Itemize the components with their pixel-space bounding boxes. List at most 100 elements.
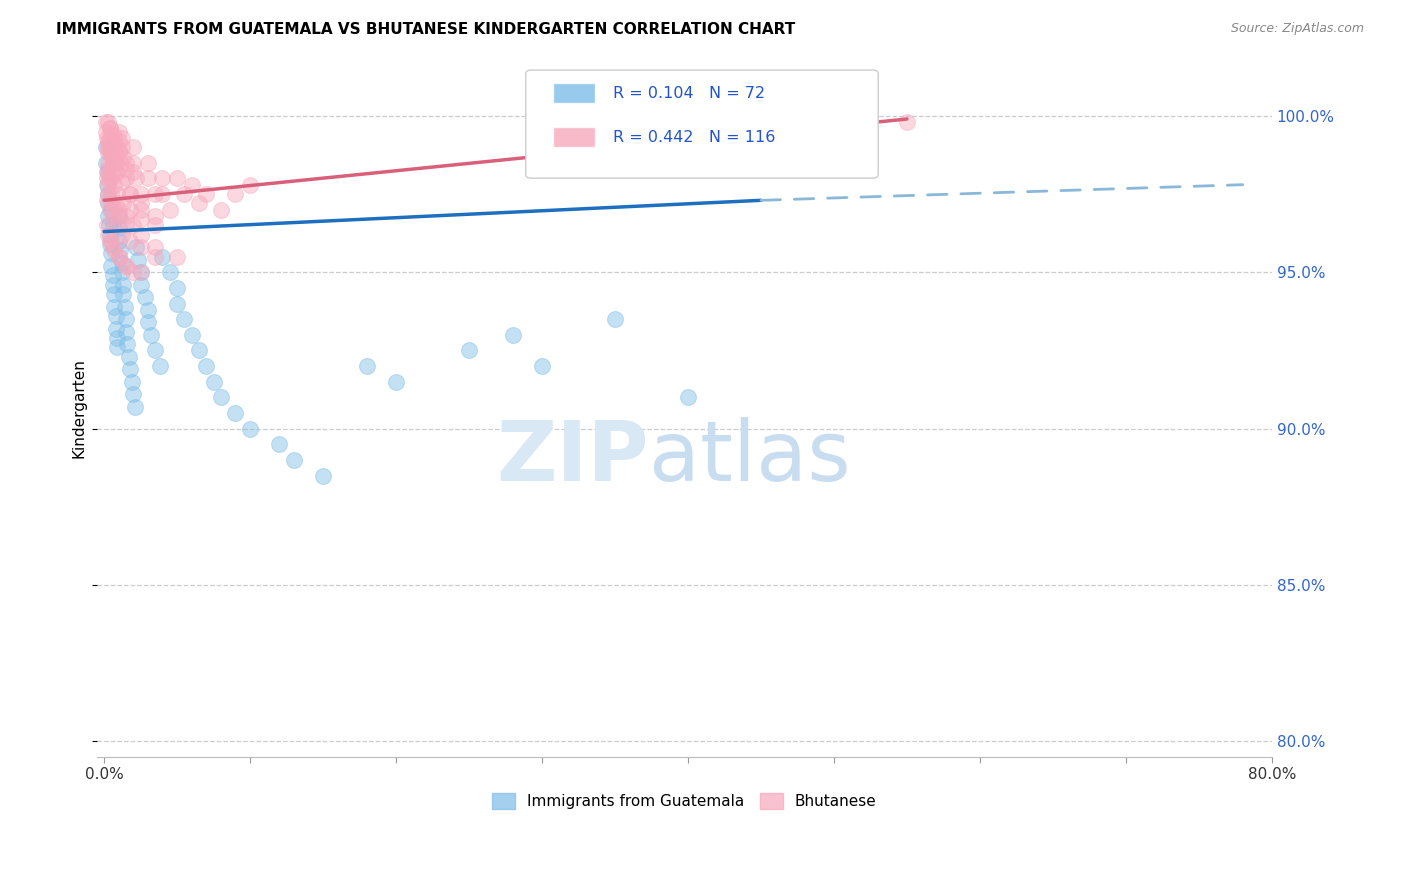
Point [125, 240, 148, 254]
Point [195, 359, 218, 373]
Point [107, 202, 129, 217]
Point [112, 277, 135, 292]
Point [107, 209, 129, 223]
Point [209, 390, 232, 404]
Point [166, 250, 188, 264]
Point [502, 327, 524, 342]
Point [458, 343, 481, 358]
Point [152, 171, 174, 186]
Point [98, 234, 121, 248]
Point [94, 140, 117, 154]
Legend: Immigrants from Guatemala, Bhutanese: Immigrants from Guatemala, Bhutanese [486, 788, 883, 815]
Point [104, 196, 127, 211]
Point [103, 244, 125, 258]
Point [96, 130, 118, 145]
Point [97, 227, 120, 242]
Point [112, 287, 135, 301]
Point [103, 202, 125, 217]
Point [239, 178, 262, 192]
Text: IMMIGRANTS FROM GUATEMALA VS BHUTANESE KINDERGARTEN CORRELATION CHART: IMMIGRANTS FROM GUATEMALA VS BHUTANESE K… [56, 22, 796, 37]
Point [115, 259, 138, 273]
Y-axis label: Kindergarten: Kindergarten [72, 359, 86, 458]
Point [166, 281, 188, 295]
Point [159, 202, 181, 217]
Point [188, 343, 211, 358]
Point [112, 196, 135, 211]
Point [100, 171, 122, 186]
Point [115, 156, 138, 170]
Point [100, 140, 122, 154]
Point [97, 187, 120, 202]
Point [100, 196, 122, 211]
Point [98, 121, 121, 136]
Point [136, 302, 159, 317]
Point [97, 146, 120, 161]
FancyBboxPatch shape [526, 70, 879, 178]
Point [100, 259, 122, 273]
Point [107, 250, 129, 264]
Point [122, 156, 145, 170]
Point [188, 196, 211, 211]
Text: ZIP: ZIP [496, 417, 650, 498]
Point [101, 240, 124, 254]
Point [110, 256, 132, 270]
Point [269, 437, 291, 451]
Point [101, 156, 124, 170]
Point [209, 202, 232, 217]
Point [107, 221, 129, 235]
Point [114, 300, 136, 314]
Point [104, 156, 127, 170]
Point [129, 240, 152, 254]
Point [749, 124, 772, 138]
Point [100, 187, 122, 202]
Point [96, 178, 118, 192]
Point [136, 171, 159, 186]
Point [115, 312, 138, 326]
Point [159, 265, 181, 279]
Point [110, 265, 132, 279]
Point [108, 156, 131, 170]
Point [101, 268, 124, 283]
Point [104, 140, 127, 154]
Point [143, 240, 166, 254]
Point [101, 219, 124, 233]
Point [121, 375, 143, 389]
Point [107, 134, 129, 148]
Point [136, 156, 159, 170]
Point [129, 212, 152, 227]
Point [108, 244, 131, 258]
Point [105, 187, 128, 202]
Point [139, 327, 162, 342]
Point [96, 124, 118, 138]
Point [115, 219, 138, 233]
Point [110, 227, 132, 242]
Point [173, 312, 195, 326]
Point [101, 156, 124, 170]
Point [110, 140, 132, 154]
Point [97, 162, 120, 177]
Point [100, 146, 122, 161]
Point [122, 265, 145, 279]
Point [98, 227, 121, 242]
Point [148, 359, 170, 373]
Point [107, 146, 129, 161]
Point [129, 187, 152, 202]
Point [180, 327, 202, 342]
Point [531, 124, 554, 138]
Point [115, 259, 138, 273]
Point [98, 146, 121, 161]
Point [134, 290, 156, 304]
Point [676, 390, 699, 404]
Point [96, 165, 118, 179]
Point [97, 178, 120, 192]
Point [195, 187, 218, 202]
Point [100, 234, 122, 248]
Point [603, 312, 626, 326]
Point [122, 219, 145, 233]
Point [129, 227, 152, 242]
Point [101, 277, 124, 292]
Point [98, 134, 121, 148]
Point [105, 165, 128, 179]
Point [531, 359, 554, 373]
Point [143, 187, 166, 202]
